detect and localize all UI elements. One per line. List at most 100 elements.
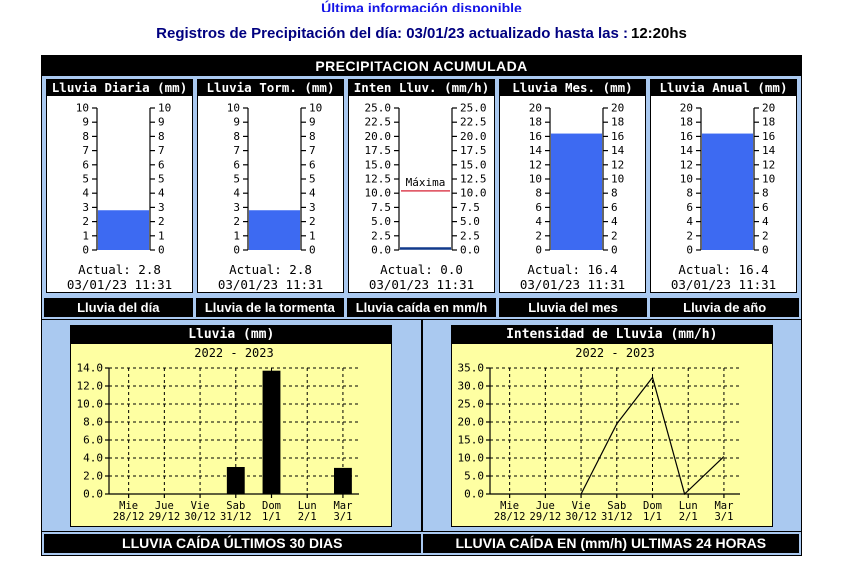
svg-text:12.5: 12.5 xyxy=(365,173,392,186)
svg-text:2.0: 2.0 xyxy=(83,470,103,483)
svg-text:15.0: 15.0 xyxy=(365,158,392,171)
svg-text:35.0: 35.0 xyxy=(457,362,484,375)
svg-text:1: 1 xyxy=(158,229,165,242)
section-header: PRECIPITACION ACUMULADA xyxy=(42,56,801,76)
svg-text:10.0: 10.0 xyxy=(77,398,104,411)
svg-text:12: 12 xyxy=(762,158,775,171)
svg-text:10: 10 xyxy=(529,173,542,186)
svg-text:3/1: 3/1 xyxy=(334,511,353,523)
gauge-panel-month-rain: Lluvia Mes. (mm) 0 0 2 2 4 4 6 6 8 8 10 10 12 12 14 14 1… xyxy=(499,79,646,293)
gauge-actual-value: Actual: 16.4 xyxy=(527,262,618,277)
gauge-panel-storm-rain: Lluvia Torm. (mm) 0 0 1 1 2 2 3 3 4 4 5 5 6 6 7 7 8 8 9 9 10… xyxy=(197,79,344,293)
svg-text:2: 2 xyxy=(686,229,693,242)
svg-text:Lun: Lun xyxy=(298,500,317,512)
svg-text:4: 4 xyxy=(686,215,693,228)
svg-text:7.5: 7.5 xyxy=(371,201,391,214)
svg-text:14: 14 xyxy=(529,144,543,157)
svg-text:Sab: Sab xyxy=(227,500,246,512)
top-link-row: Última información disponible xyxy=(0,0,843,12)
gauge-timestamp: 03/01/23 11:31 xyxy=(519,277,626,292)
svg-text:12: 12 xyxy=(611,158,624,171)
svg-text:8: 8 xyxy=(233,130,240,143)
svg-text:2022 - 2023: 2022 - 2023 xyxy=(575,346,654,360)
svg-text:3: 3 xyxy=(158,201,165,214)
svg-text:Mar: Mar xyxy=(714,500,733,512)
svg-text:7.5: 7.5 xyxy=(460,201,480,214)
svg-text:31/12: 31/12 xyxy=(220,511,252,523)
chart-half-left: Lluvia (mm) 2022 - 2023 0.0 2.0 4.0 6.0 8.0 10… xyxy=(42,320,423,531)
charts-row: Lluvia (mm) 2022 - 2023 0.0 2.0 4.0 6.0 8.0 10… xyxy=(42,319,801,531)
svg-text:2.5: 2.5 xyxy=(460,229,480,242)
svg-text:2022 - 2023: 2022 - 2023 xyxy=(195,346,274,360)
rain-30days-chart: Lluvia (mm) 2022 - 2023 0.0 2.0 4.0 6.0 8.0 10… xyxy=(70,325,393,527)
gauge-title: Lluvia Mes. (mm) xyxy=(500,80,645,96)
svg-text:20.0: 20.0 xyxy=(365,130,392,143)
svg-text:9: 9 xyxy=(82,116,89,129)
svg-text:20: 20 xyxy=(680,102,693,115)
svg-text:12.5: 12.5 xyxy=(460,173,487,186)
svg-text:2: 2 xyxy=(535,229,542,242)
svg-text:16: 16 xyxy=(529,130,542,143)
svg-text:28/12: 28/12 xyxy=(494,511,526,523)
svg-text:2: 2 xyxy=(82,215,89,228)
svg-text:20: 20 xyxy=(762,102,775,115)
gauge-panel-year-rain: Lluvia Anual (mm) 0 0 2 2 4 4 6 6 8 8 10 10 12 12 14 14… xyxy=(650,79,797,293)
svg-text:1/1: 1/1 xyxy=(262,511,281,523)
svg-text:2: 2 xyxy=(158,215,165,228)
svg-text:4: 4 xyxy=(762,215,769,228)
svg-text:0.0: 0.0 xyxy=(83,488,103,501)
intensity-24h-chart: Intensidad de Lluvia (mm/h) 2022 - 2023 0… xyxy=(450,325,773,527)
svg-text:3/1: 3/1 xyxy=(714,511,733,523)
svg-text:3: 3 xyxy=(309,201,316,214)
svg-text:5: 5 xyxy=(82,173,89,186)
svg-text:14: 14 xyxy=(680,144,694,157)
svg-text:8: 8 xyxy=(82,130,89,143)
svg-text:6: 6 xyxy=(309,158,316,171)
svg-text:10: 10 xyxy=(309,102,322,115)
gauge-actual-value: Actual: 0.0 xyxy=(380,262,463,277)
page-title-text: Registros de Precipitación del día: 03/0… xyxy=(156,25,628,42)
chart-half-right: Intensidad de Lluvia (mm/h) 2022 - 2023 0… xyxy=(423,320,802,531)
label-storm-rain: Lluvia de la tormenta xyxy=(195,298,345,317)
svg-text:22.5: 22.5 xyxy=(365,116,392,129)
svg-text:1: 1 xyxy=(309,229,316,242)
svg-text:9: 9 xyxy=(309,116,316,129)
svg-text:Dom: Dom xyxy=(643,500,662,512)
gauge-timestamp: 03/01/23 11:31 xyxy=(66,277,173,292)
svg-text:25.0: 25.0 xyxy=(457,398,484,411)
svg-text:3: 3 xyxy=(233,201,240,214)
svg-text:4: 4 xyxy=(233,187,240,200)
svg-text:Dom: Dom xyxy=(262,500,281,512)
svg-text:5.0: 5.0 xyxy=(460,215,480,228)
svg-text:0: 0 xyxy=(686,244,693,257)
svg-text:Jue: Jue xyxy=(536,500,555,512)
svg-text:9: 9 xyxy=(158,116,165,129)
svg-text:10: 10 xyxy=(158,102,171,115)
svg-text:10: 10 xyxy=(76,102,89,115)
gauge-footer-labels-row: Lluvia del día Lluvia de la tormenta Llu… xyxy=(42,296,801,319)
svg-text:8: 8 xyxy=(762,187,769,200)
intensity-line-chart: 2022 - 2023 0.0 5.0 10.0 15.0 20.0 25.0 30.0 35.… xyxy=(451,344,772,526)
svg-text:6: 6 xyxy=(762,201,769,214)
precipitation-panel: PRECIPITACION ACUMULADA Lluvia Diaria (m… xyxy=(41,55,802,556)
svg-text:7: 7 xyxy=(233,144,240,157)
svg-text:7: 7 xyxy=(82,144,89,157)
svg-text:8.0: 8.0 xyxy=(83,416,103,429)
label-year-rain: Lluvia de año xyxy=(650,298,799,317)
svg-text:2.5: 2.5 xyxy=(371,229,391,242)
svg-text:8: 8 xyxy=(611,187,618,200)
svg-text:8: 8 xyxy=(309,130,316,143)
svg-text:Mar: Mar xyxy=(334,500,353,512)
svg-text:8: 8 xyxy=(686,187,693,200)
gauge-actual-value: Actual: 16.4 xyxy=(678,262,769,277)
svg-text:4: 4 xyxy=(158,187,165,200)
svg-text:4: 4 xyxy=(82,187,89,200)
update-time: 12:20hs xyxy=(630,25,687,42)
svg-text:20.0: 20.0 xyxy=(460,130,487,143)
latest-info-link[interactable]: Última información disponible xyxy=(321,0,522,12)
svg-text:30.0: 30.0 xyxy=(457,380,484,393)
svg-text:30/12: 30/12 xyxy=(565,511,597,523)
svg-text:6: 6 xyxy=(535,201,542,214)
